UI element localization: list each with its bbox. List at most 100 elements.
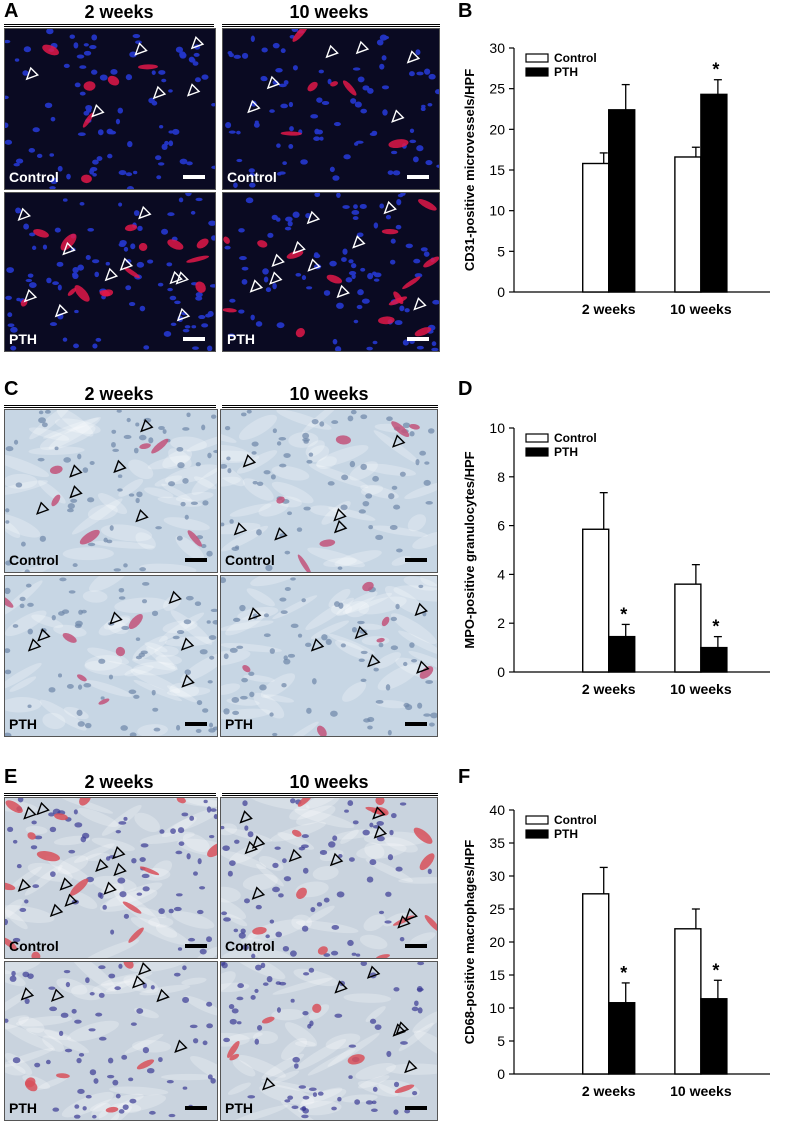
bar-control-0 [582,893,610,1075]
cell-nucleus [180,501,186,507]
cell-nucleus [232,710,240,715]
cell-nucleus [423,251,430,257]
cell-nucleus [233,182,238,188]
micrograph-background [5,962,217,1120]
cell-nucleus [221,825,225,830]
cell-nucleus [223,917,231,922]
positive-stain [67,288,77,296]
arrowhead-marker [135,508,149,523]
positive-stain [280,131,302,136]
cell-nucleus [115,829,122,834]
cell-nucleus [382,109,388,116]
arrowhead-marker [113,862,127,877]
cell-nucleus [68,849,76,854]
arrowhead-marker [395,1021,410,1035]
tissue-fiber [130,917,190,946]
tissue-fiber [27,862,73,882]
cell-nucleus [321,634,328,641]
scale-bar [185,1106,207,1110]
arrowhead-marker [104,267,119,282]
cell-nucleus [312,1092,318,1097]
cell-nucleus [211,102,215,107]
cell-nucleus [263,633,271,638]
positive-stain [70,878,89,896]
tissue-fiber [107,1106,132,1120]
cell-nucleus [172,128,180,135]
cell-nucleus [87,227,95,232]
positive-stain [115,646,126,657]
cell-nucleus [38,417,46,424]
tissue-fiber [237,1055,286,1078]
cell-nucleus [419,450,427,456]
tissue-fiber [92,875,137,893]
cell-nucleus [423,479,431,486]
chart-svg: 0 2 4 6 8 10 MPO-positive granulocytes/HPF * 2 w… [462,420,770,697]
cell-nucleus [52,1107,60,1112]
cell-nucleus [228,1003,235,1010]
arrowhead-marker [180,637,195,651]
cell-nucleus [336,891,345,898]
cell-nucleus [372,1086,378,1092]
positive-stain [414,327,432,337]
cell-nucleus [331,925,340,930]
positive-stain [296,887,307,899]
cell-nucleus [206,1001,213,1007]
cell-nucleus [133,170,138,175]
cell-nucleus [159,124,164,129]
tissue-fiber [263,694,295,703]
cell-nucleus [159,829,165,834]
tissue-fiber [84,679,133,697]
cell-nucleus [176,630,185,635]
cell-nucleus [24,998,30,1005]
arrowhead-marker [37,628,51,642]
cell-nucleus [5,587,11,595]
cell-nucleus [187,937,196,942]
cell-nucleus [161,78,167,83]
cell-nucleus [349,460,356,468]
cell-nucleus [231,546,240,551]
tissue-fiber [63,706,89,720]
cell-nucleus [408,71,415,77]
y-tick-label: 20 [489,121,505,137]
cell-nucleus [175,46,184,53]
cell-nucleus [402,339,409,346]
cell-nucleus [107,1074,115,1079]
cell-nucleus [178,197,184,203]
cell-nucleus [118,170,127,176]
y-tick-label: 10 [489,203,505,219]
cell-nucleus [129,51,137,58]
tissue-fiber [144,487,174,499]
cell-nucleus [262,982,269,986]
cell-nucleus [173,906,182,912]
arrowhead-marker [269,271,283,285]
tissue-fiber [137,724,168,736]
cell-nucleus [213,814,217,820]
cell-nucleus [379,63,385,70]
cell-nucleus [141,873,150,879]
cell-nucleus [32,884,40,889]
cell-nucleus [212,619,217,625]
arrowhead-marker [95,858,109,872]
cell-nucleus [403,661,408,667]
cell-nucleus [236,996,244,1001]
tissue-fiber [87,647,130,665]
cell-nucleus [296,527,303,532]
tissue-fiber [154,475,183,487]
cell-nucleus [149,1110,156,1115]
cell-nucleus [352,820,359,825]
cell-nucleus [239,255,247,261]
cell-nucleus [211,235,215,241]
arrowhead-marker [23,806,37,820]
tissue-fiber [252,1031,279,1045]
micrograph-e-10wk-control: Control [220,797,438,959]
tissue-fiber [139,563,197,572]
bar-pth-1 [700,646,728,673]
cell-nucleus [241,278,248,285]
positive-stain [419,666,434,679]
scale-bar [405,944,427,948]
positive-stain [326,274,343,284]
cell-nucleus [236,158,243,163]
cell-nucleus [150,985,155,990]
cell-nucleus [59,577,67,582]
cell-nucleus [249,691,255,698]
